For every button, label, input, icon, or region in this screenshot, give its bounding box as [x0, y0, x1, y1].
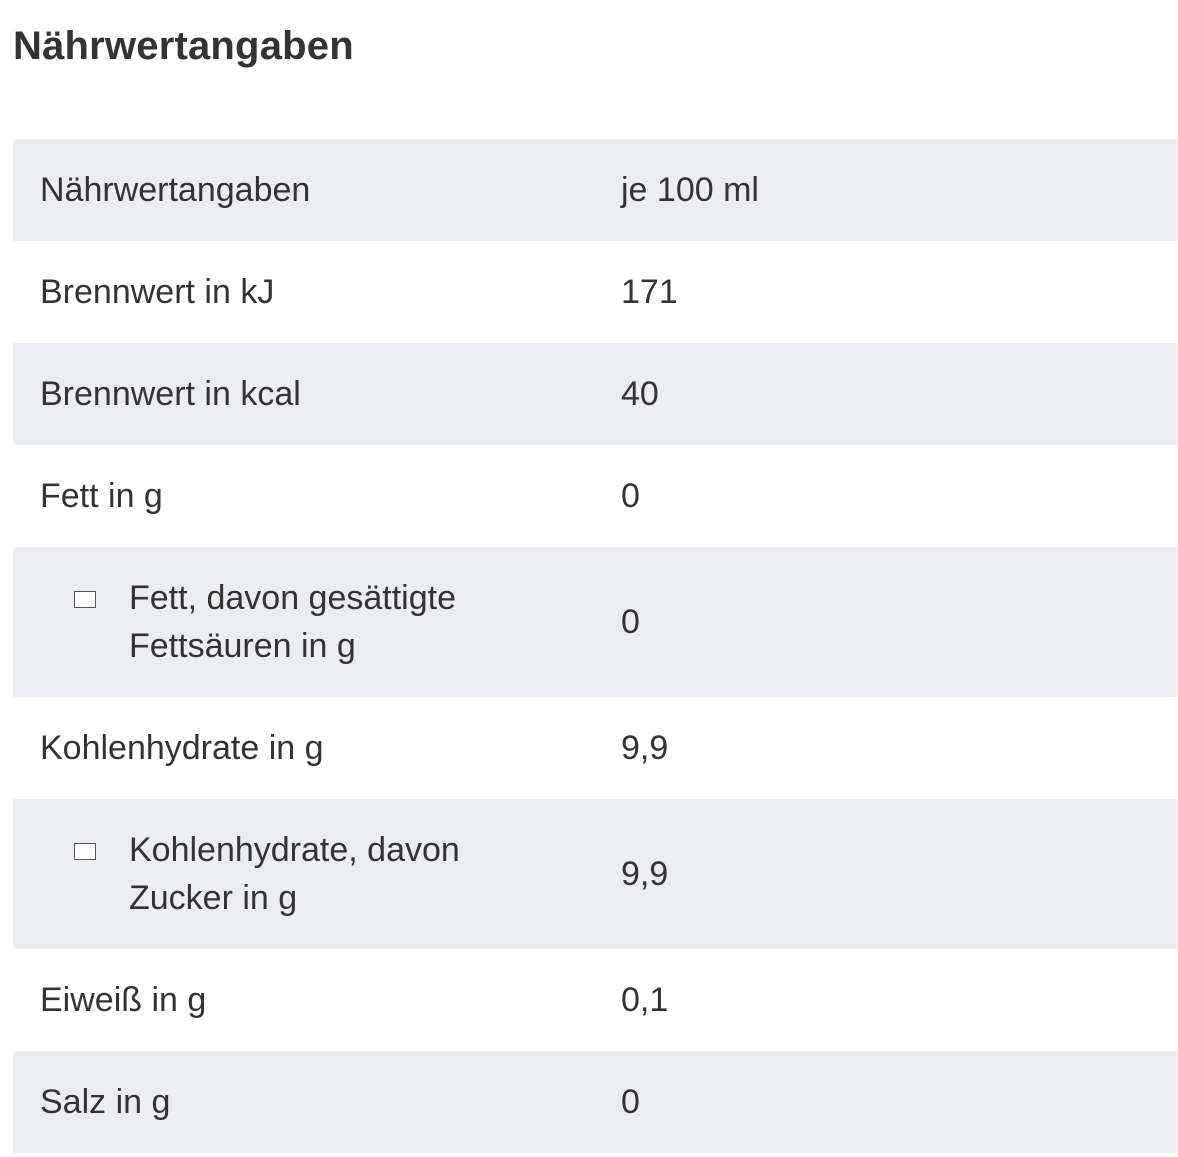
- row-label: Salz in g: [40, 1083, 171, 1121]
- table-row: Fett in g 0: [13, 445, 1177, 547]
- table-header-row: Nährwertangaben je 100 ml: [13, 139, 1177, 241]
- row-label: Brennwert in kcal: [40, 375, 301, 413]
- checkbox-icon: [74, 591, 96, 608]
- row-value: 0,1: [621, 981, 669, 1019]
- sub-item: Fett, davon gesättigte Fettsäuren in g: [40, 574, 621, 670]
- row-label: Fett, davon gesättigte Fettsäuren in g: [129, 579, 456, 665]
- table-row: Brennwert in kJ 171: [13, 241, 1177, 343]
- page-title: Nährwertangaben: [13, 24, 354, 68]
- row-value: 40: [621, 375, 659, 413]
- row-label: Kohlenhydrate, davon Zucker in g: [129, 831, 460, 917]
- table-sub-row: Kohlenhydrate, davon Zucker in g 9,9: [13, 799, 1177, 949]
- row-label: Eiweiß in g: [40, 981, 207, 1019]
- sub-item: Kohlenhydrate, davon Zucker in g: [40, 826, 621, 922]
- row-value: 9,9: [621, 855, 669, 893]
- row-label-cell: Fett, davon gesättigte Fettsäuren in g: [13, 547, 621, 697]
- row-value: 0: [621, 477, 640, 515]
- row-label: Brennwert in kJ: [40, 273, 275, 311]
- header-label: Nährwertangaben: [40, 171, 311, 209]
- table-sub-row: Fett, davon gesättigte Fettsäuren in g 0: [13, 547, 1177, 697]
- table-row: Kohlenhydrate in g 9,9: [13, 697, 1177, 799]
- table-row: Brennwert in kcal 40: [13, 343, 1177, 445]
- header-value: je 100 ml: [621, 171, 759, 209]
- row-label: Fett in g: [40, 477, 163, 515]
- row-value: 0: [621, 1083, 640, 1121]
- table-row: Salz in g 0: [13, 1051, 1177, 1153]
- checkbox-icon: [74, 843, 96, 860]
- row-value: 0: [621, 603, 640, 641]
- row-label: Kohlenhydrate in g: [40, 729, 324, 767]
- table-row: Eiweiß in g 0,1: [13, 949, 1177, 1051]
- row-label-cell: Kohlenhydrate, davon Zucker in g: [13, 799, 621, 949]
- row-value: 171: [621, 273, 678, 311]
- nutrition-table: Nährwertangaben je 100 ml Brennwert in k…: [13, 139, 1177, 1153]
- row-value: 9,9: [621, 729, 669, 767]
